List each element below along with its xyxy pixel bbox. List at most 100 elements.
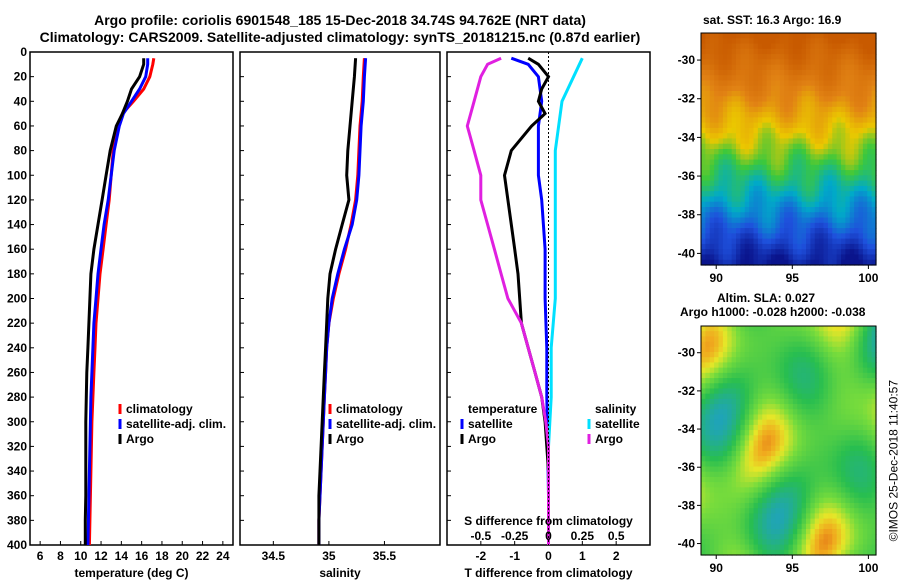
sst-cell	[784, 228, 790, 234]
sst-cell	[727, 80, 733, 87]
sla-cell	[740, 528, 746, 535]
sst-cell	[845, 59, 851, 66]
sst-cell	[762, 212, 768, 219]
sst-cell	[727, 91, 733, 97]
sst-cell	[858, 149, 864, 155]
sla-cell	[810, 383, 816, 390]
sla-cell	[709, 549, 715, 556]
sla-cell	[766, 549, 772, 556]
sst-cell	[753, 96, 759, 103]
sla-cell	[797, 419, 803, 426]
sst-cell	[858, 191, 864, 198]
sst-cell	[722, 191, 728, 198]
sst-cell	[841, 96, 846, 103]
sst-cell	[871, 175, 877, 182]
sla-cell	[740, 466, 746, 473]
sla-cell	[862, 393, 868, 400]
sla-cell	[792, 513, 798, 520]
sst-cell	[849, 69, 855, 76]
series-line-satellite-adj-clim-	[86, 58, 150, 546]
sst-cell	[740, 138, 746, 145]
sla-cell	[788, 331, 794, 337]
sla-cell	[753, 388, 759, 395]
sst-cell	[867, 170, 873, 176]
sla-cell	[744, 383, 750, 390]
sla-cell	[705, 440, 711, 447]
sla-cell	[806, 508, 811, 514]
sla-cell	[709, 419, 715, 426]
sla-cell	[709, 466, 715, 473]
sst-cell	[871, 38, 877, 45]
sst-cell	[819, 233, 825, 240]
sst-cell	[714, 43, 720, 50]
sst-cell	[722, 185, 728, 192]
sla-cell	[854, 378, 860, 384]
sla-cell	[836, 497, 842, 504]
sst-cell	[814, 143, 820, 150]
sst-cell	[810, 154, 816, 161]
sla-cell	[727, 404, 733, 410]
sla-cell	[788, 502, 794, 509]
sst-cell	[740, 80, 746, 87]
sst-cell	[788, 249, 794, 256]
sla-cell	[718, 461, 724, 468]
sst-cell	[714, 80, 720, 87]
sst-cell	[862, 238, 868, 245]
sst-cell	[806, 191, 811, 198]
sst-cell	[871, 233, 877, 240]
sla-cell	[740, 461, 746, 468]
sla-cell	[867, 534, 873, 540]
sla-cell	[727, 341, 733, 348]
sst-cell	[871, 112, 877, 118]
sla-cell	[744, 487, 750, 494]
sla-cell	[867, 404, 873, 410]
sla-cell	[718, 476, 724, 483]
sst-cell	[775, 212, 781, 219]
sla-cell	[854, 388, 860, 395]
sla-cell	[705, 492, 711, 499]
sla-cell	[841, 471, 846, 478]
sst-cell	[727, 180, 733, 187]
sst-cell	[867, 238, 873, 245]
sla-cell	[722, 528, 728, 535]
sst-y-tick-label: -38	[678, 208, 696, 222]
sla-cell	[849, 502, 855, 509]
sst-cell	[823, 143, 829, 150]
sla-cell	[841, 549, 846, 556]
sla-cell	[740, 414, 746, 421]
sst-cell	[775, 117, 781, 124]
sla-cell	[862, 341, 868, 348]
sst-cell	[771, 38, 776, 45]
sst-cell	[797, 170, 803, 176]
sst-cell	[806, 48, 811, 55]
sst-cell	[823, 154, 829, 161]
sla-cell	[731, 424, 737, 431]
sla-cell	[788, 326, 794, 332]
sst-cell	[810, 243, 816, 250]
sla-cell	[806, 482, 811, 488]
sla-cell	[801, 341, 807, 348]
sst-cell	[740, 259, 746, 266]
sla-cell	[867, 528, 873, 535]
sst-cell	[854, 159, 860, 166]
sst-cell	[797, 191, 803, 198]
sla-cell	[819, 357, 825, 364]
sst-cell	[845, 164, 851, 171]
sst-cell	[731, 96, 737, 103]
sst-cell	[705, 170, 711, 176]
sst-cell	[858, 112, 864, 118]
sst-cell	[836, 254, 842, 261]
sla-cell	[832, 440, 838, 447]
sla-cell	[718, 409, 724, 416]
sla-cell	[841, 409, 846, 416]
sla-cell	[779, 518, 785, 525]
sla-cell	[871, 544, 877, 551]
sst-cell	[753, 159, 759, 166]
sst-cell	[832, 133, 838, 140]
sst-cell	[810, 170, 816, 176]
sst-cell	[736, 243, 741, 250]
sla-cell	[810, 430, 816, 436]
sst-cell	[810, 249, 816, 256]
sst-cell	[775, 243, 781, 250]
sst-cell	[718, 164, 724, 171]
